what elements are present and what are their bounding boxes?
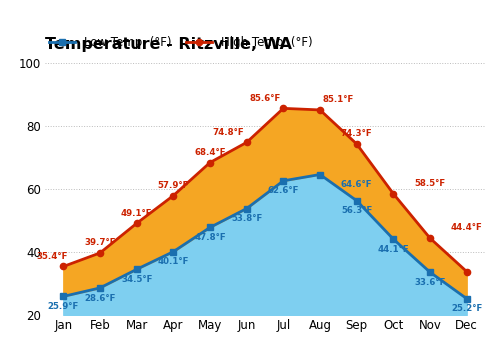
Low Temp. (°F)	[244, 206, 250, 211]
Text: 68.4°F: 68.4°F	[194, 148, 226, 157]
Text: 56.3°F: 56.3°F	[341, 206, 372, 215]
Line: Low Temp. (°F): Low Temp. (°F)	[60, 172, 470, 302]
Low Temp. (°F)	[280, 179, 286, 183]
High Temp. (°F)	[60, 264, 66, 268]
High Temp. (°F)	[280, 106, 286, 111]
Text: 28.6°F: 28.6°F	[84, 294, 116, 303]
Text: 62.6°F: 62.6°F	[268, 187, 299, 196]
High Temp. (°F)	[464, 270, 469, 274]
Text: 33.8°F: 33.8°F	[0, 349, 1, 350]
Text: 57.9°F: 57.9°F	[158, 181, 189, 190]
Text: 85.1°F: 85.1°F	[322, 95, 354, 104]
Low Temp. (°F)	[97, 286, 103, 290]
Low Temp. (°F)	[60, 294, 66, 299]
Text: 40.1°F: 40.1°F	[158, 257, 189, 266]
Low Temp. (°F)	[170, 250, 176, 254]
Low Temp. (°F)	[464, 296, 469, 301]
High Temp. (°F)	[427, 236, 433, 240]
Low Temp. (°F)	[427, 270, 433, 274]
High Temp. (°F)	[354, 142, 360, 146]
Text: 35.4°F: 35.4°F	[36, 252, 68, 261]
Text: 85.6°F: 85.6°F	[250, 94, 280, 103]
Text: 47.8°F: 47.8°F	[194, 233, 226, 242]
Text: 49.1°F: 49.1°F	[121, 209, 152, 218]
Text: 44.1°F: 44.1°F	[378, 245, 409, 254]
High Temp. (°F)	[97, 251, 103, 255]
Legend: Low Temp. (°F), High Temp. (°F): Low Temp. (°F), High Temp. (°F)	[48, 36, 313, 49]
High Temp. (°F)	[170, 194, 176, 198]
Low Temp. (°F)	[354, 198, 360, 203]
Text: 74.3°F: 74.3°F	[341, 129, 372, 138]
Text: Temperature - Ritzville, WA: Temperature - Ritzville, WA	[45, 37, 292, 52]
Text: 58.5°F: 58.5°F	[414, 179, 446, 188]
High Temp. (°F)	[390, 191, 396, 196]
Text: 39.7°F: 39.7°F	[84, 238, 116, 247]
Text: 33.6°F: 33.6°F	[414, 278, 446, 287]
High Temp. (°F)	[134, 221, 140, 225]
High Temp. (°F)	[207, 160, 213, 164]
Text: 53.8°F: 53.8°F	[231, 214, 262, 223]
Text: 44.4°F: 44.4°F	[451, 223, 482, 232]
High Temp. (°F)	[244, 140, 250, 145]
High Temp. (°F)	[317, 108, 323, 112]
Text: 74.8°F: 74.8°F	[212, 128, 244, 137]
Text: 34.5°F: 34.5°F	[121, 275, 152, 284]
Low Temp. (°F)	[134, 267, 140, 272]
Text: 64.6°F: 64.6°F	[341, 180, 372, 189]
Text: 25.2°F: 25.2°F	[451, 304, 482, 313]
Low Temp. (°F)	[207, 225, 213, 230]
Low Temp. (°F)	[390, 237, 396, 241]
Low Temp. (°F)	[317, 173, 323, 177]
Text: 25.9°F: 25.9°F	[48, 302, 79, 311]
Line: High Temp. (°F): High Temp. (°F)	[60, 105, 470, 275]
